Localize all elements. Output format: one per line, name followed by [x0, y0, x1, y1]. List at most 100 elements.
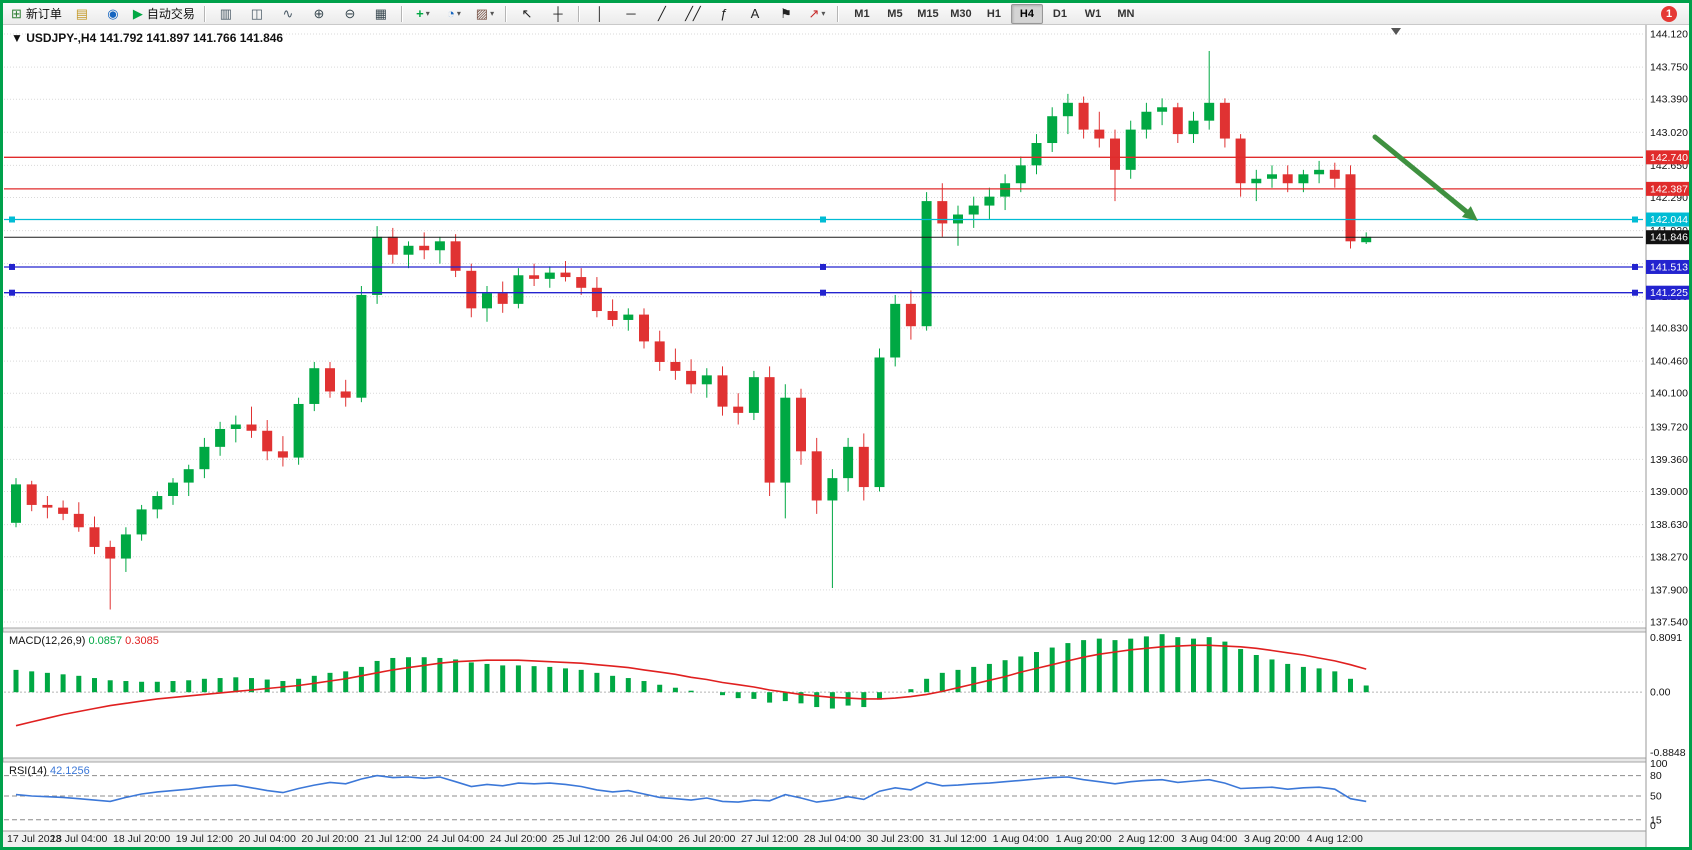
rsi-label: RSI(14) 42.1256	[9, 765, 90, 777]
macd-axis-label: 0.00	[1650, 687, 1671, 699]
chart-canvas[interactable]: ▼ USDJPY-,H4 141.792 141.897 141.766 141…	[3, 25, 1689, 847]
arrows-icon: ↗	[808, 6, 820, 21]
cursor-button[interactable]: ↖	[512, 3, 542, 25]
pane-separator[interactable]	[3, 757, 1689, 763]
price-label: 137.900	[1650, 584, 1688, 596]
time-label: 28 Jul 04:00	[804, 833, 861, 845]
rsi-axis-label: 0	[1650, 820, 1656, 832]
zoom-in-button[interactable]: ⊕	[304, 3, 334, 25]
arrows-button[interactable]: ↗ ▾	[802, 3, 832, 25]
text-icon: A	[750, 6, 760, 21]
svg-text:142.740: 142.740	[1650, 152, 1688, 164]
profiles-button[interactable]: ▤	[67, 3, 97, 25]
time-label: 18 Jul 20:00	[113, 833, 170, 845]
price-badge-142.387	[1646, 181, 1689, 196]
pane-separator[interactable]	[3, 627, 1689, 633]
macd-axis-label: 0.8091	[1650, 632, 1682, 644]
vertical-line-icon: │	[595, 6, 604, 21]
time-label: 1 Aug 04:00	[993, 833, 1049, 845]
hline-141.513[interactable]	[4, 263, 1643, 270]
crosshair-icon: ┼	[553, 6, 563, 21]
time-label: 26 Jul 20:00	[678, 833, 735, 845]
label-button[interactable]: ⚑	[771, 3, 801, 25]
timeframe-mn-button[interactable]: MN	[1117, 7, 1135, 20]
line-handle	[1632, 289, 1638, 296]
autotrading-icon: ▶	[132, 6, 143, 21]
price-label: 140.100	[1650, 388, 1688, 400]
templates-button[interactable]: ▨ ▾	[470, 3, 500, 25]
toolbar-separator	[400, 5, 403, 22]
price-label: 140.830	[1650, 323, 1688, 335]
horizontal-line-button[interactable]: ─	[616, 3, 646, 25]
periods-icon: ◔	[447, 6, 455, 21]
time-label: 21 Jul 12:00	[364, 833, 421, 845]
tile-windows-button[interactable]: ▦	[366, 3, 396, 25]
dropdown-caret-icon: ▾	[456, 9, 461, 18]
hline-141.225[interactable]	[4, 289, 1643, 296]
line-chart-icon: ∿	[282, 6, 294, 21]
time-label: 24 Jul 20:00	[490, 833, 547, 845]
time-label: 24 Jul 04:00	[427, 833, 484, 845]
svg-text:142.044: 142.044	[1650, 214, 1688, 226]
time-label: 4 Aug 12:00	[1307, 833, 1363, 845]
candlestick-chart-icon: ◫	[250, 6, 264, 21]
zoom-out-button[interactable]: ⊖	[335, 3, 365, 25]
chart-shift-marker-icon[interactable]	[1391, 28, 1401, 35]
periods-button[interactable]: ◔ ▾	[439, 3, 469, 25]
timeframe-m5-button[interactable]: M5	[887, 7, 903, 20]
svg-text:141.846: 141.846	[1650, 232, 1688, 244]
candlestick-chart-button[interactable]: ◫	[242, 3, 272, 25]
macd-label: MACD(12,26,9) 0.0857 0.3085	[9, 635, 159, 647]
indicators-icon: +	[416, 6, 424, 21]
time-label: 20 Jul 20:00	[301, 833, 358, 845]
price-badge-142.044	[1646, 212, 1689, 227]
templates-icon: ▨	[475, 6, 489, 21]
autotrading-button-label: 自动交易	[146, 7, 195, 21]
vertical-line-button[interactable]: │	[585, 3, 615, 25]
new-order-icon: ⊞	[11, 6, 22, 21]
text-button[interactable]: A	[740, 3, 770, 25]
indicators-button[interactable]: + ▾	[408, 3, 438, 25]
line-handle	[1632, 216, 1638, 223]
fibonacci-button[interactable]: ƒ	[709, 3, 739, 25]
crosshair-button[interactable]: ┼	[543, 3, 573, 25]
channel-button[interactable]: ╱╱	[678, 3, 708, 25]
timeframe-w1-button[interactable]: W1	[1084, 7, 1102, 20]
timeframe-group: M1 M5 M15 M30 H1 H4 D1 W1 MN	[846, 3, 1142, 24]
bar-chart-button[interactable]: ▥	[211, 3, 241, 25]
time-label: 26 Jul 04:00	[615, 833, 672, 845]
rsi-pane: RSI(14) 42.1256	[4, 765, 1643, 821]
rsi-axis-label: 80	[1650, 770, 1662, 782]
data-window-button[interactable]: ◉	[98, 3, 128, 25]
autotrading-button[interactable]: ▶ 自动交易	[129, 3, 199, 25]
dropdown-caret-icon: ▾	[490, 9, 495, 18]
time-label: 1 Aug 20:00	[1056, 833, 1112, 845]
timeframe-m30-button[interactable]: M30	[950, 7, 972, 20]
line-chart-button[interactable]: ∿	[273, 3, 303, 25]
price-label: 140.460	[1650, 356, 1688, 368]
timeframe-m1-button[interactable]: M1	[854, 7, 870, 20]
timeframe-m15-button[interactable]: M15	[917, 7, 939, 20]
label-icon: ⚑	[780, 6, 792, 21]
new-order-button[interactable]: ⊞ 新订单	[7, 3, 66, 25]
hline-142.044[interactable]	[4, 216, 1643, 223]
timeframe-h1-button[interactable]: H1	[986, 7, 1001, 20]
price-axis[interactable]: 144.120143.750143.390143.020142.650142.2…	[1645, 25, 1689, 847]
data-window-icon: ◉	[107, 6, 119, 21]
timeframe-d1-button[interactable]: D1	[1052, 7, 1067, 20]
toolbar: ⊞ 新订单 ▤ ◉ ▶ 自动交易 ▥ ◫ ∿ ⊕ ⊖ ▦ + ▾ ◔ ▾ ▨ ▾ ↖ ┼ │ ─ ╱ ╱╱ ƒ A ⚑ ↗ ▾ M1 M5 M…	[3, 3, 1689, 25]
svg-text:142.387: 142.387	[1650, 183, 1688, 195]
trendline-button[interactable]: ╱	[647, 3, 677, 25]
horizontal-line-icon: ─	[626, 6, 636, 21]
trend-arrow[interactable]	[1372, 134, 1478, 221]
time-label: 27 Jul 12:00	[741, 833, 798, 845]
line-handle	[820, 289, 826, 296]
price-label: 143.390	[1650, 94, 1688, 106]
svg-text:141.513: 141.513	[1650, 261, 1688, 273]
bars-chart-icon: ▥	[219, 6, 233, 21]
notification-badge[interactable]: 1	[1661, 5, 1677, 22]
line-handle	[1632, 263, 1638, 270]
price-badge-141.846	[1646, 230, 1689, 245]
timeframe-h4-button[interactable]: H4	[1010, 3, 1043, 24]
